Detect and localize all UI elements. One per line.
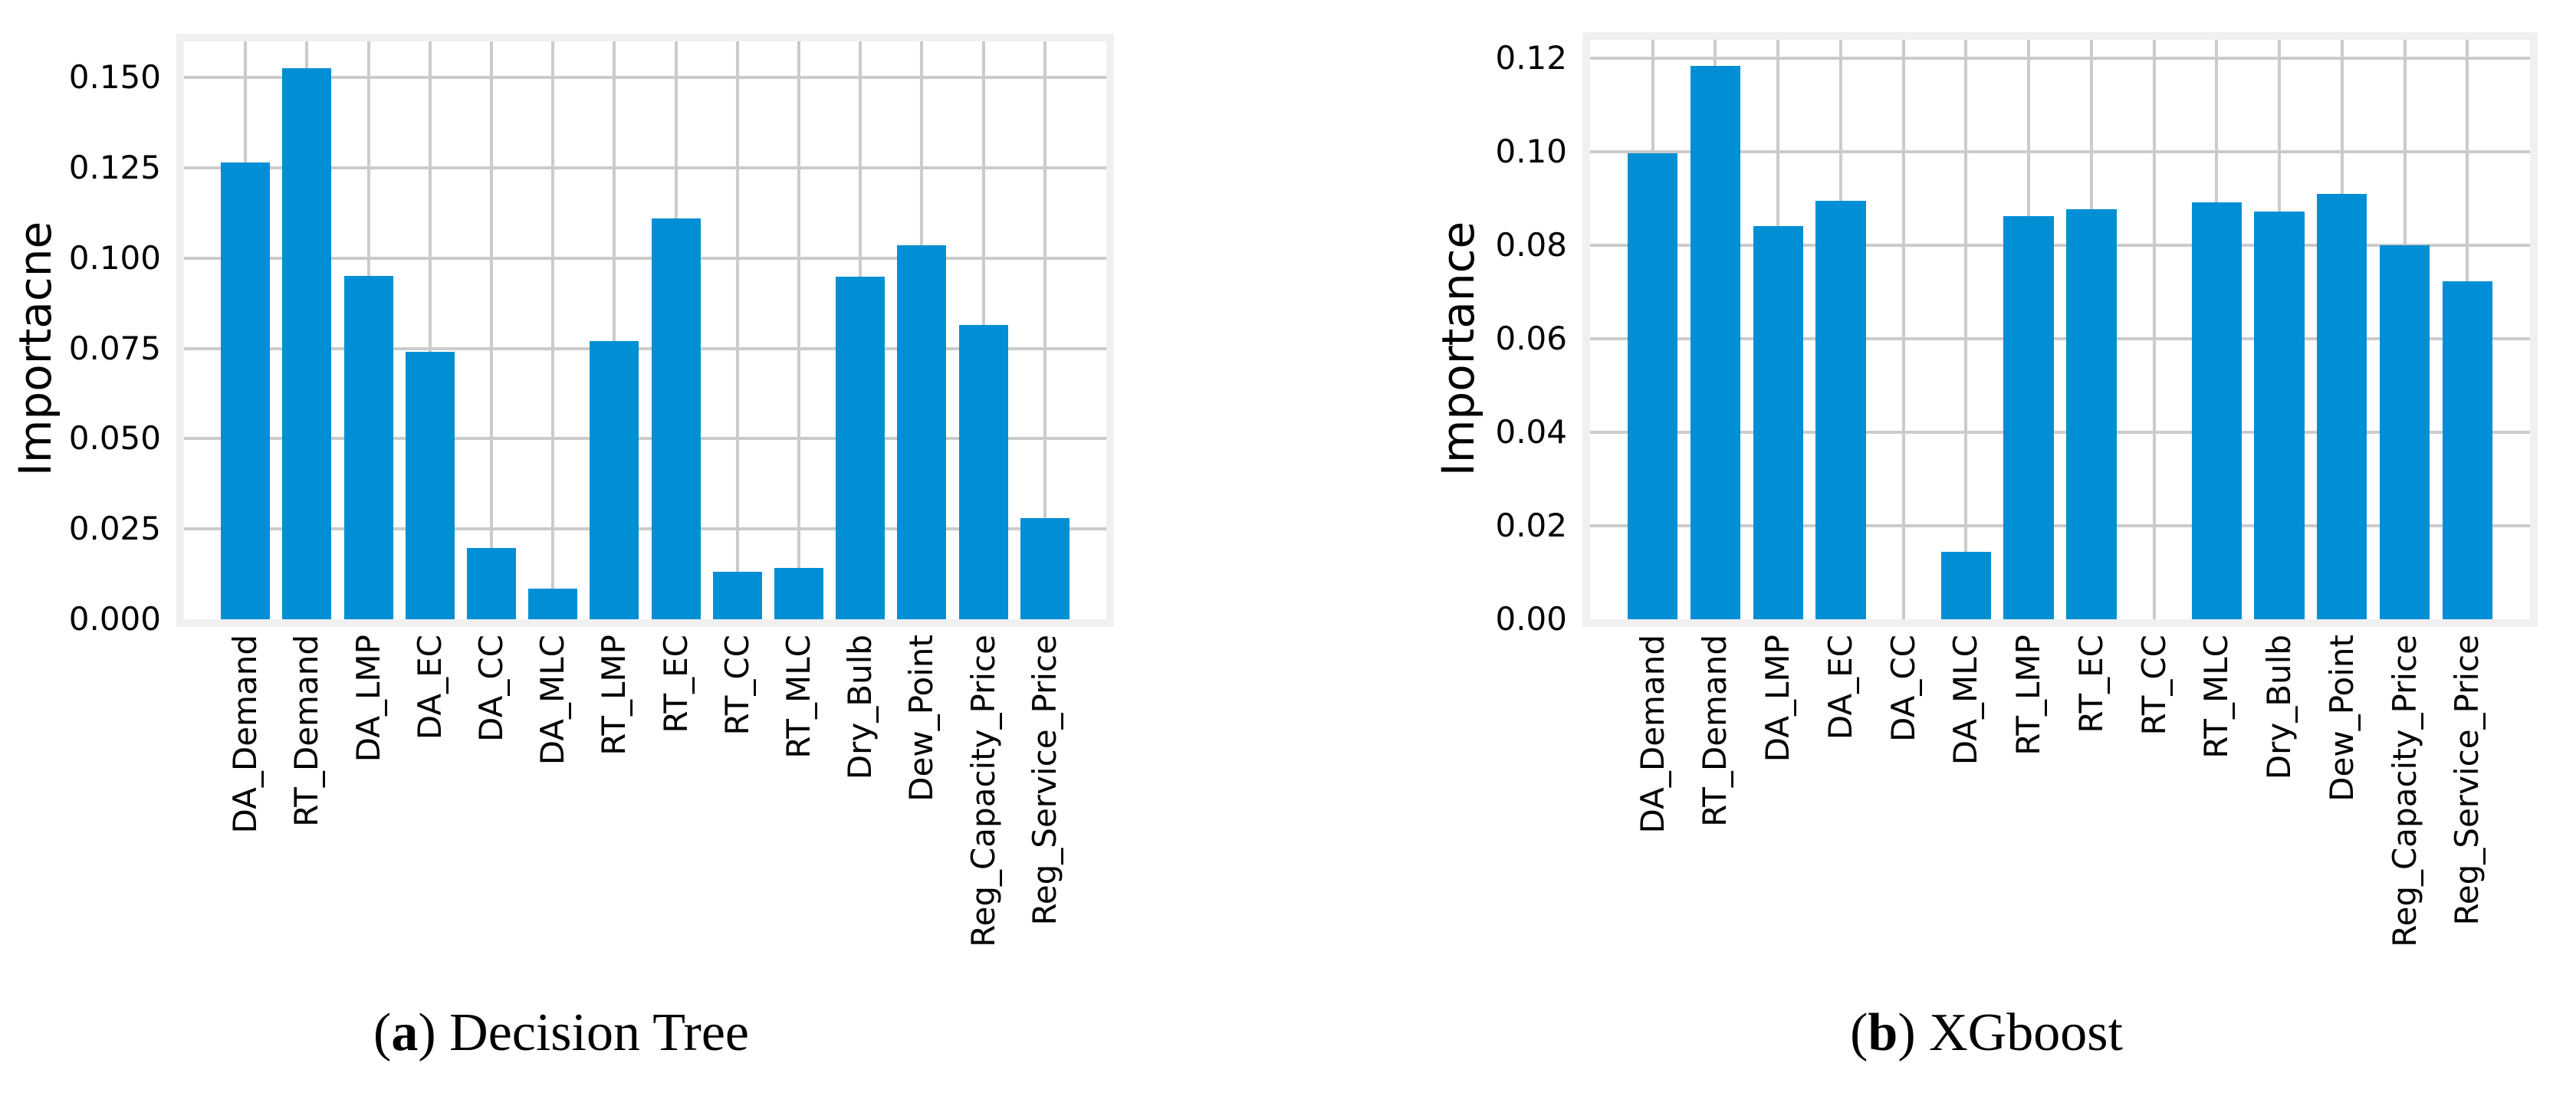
- horizontal-gridline: [184, 346, 1106, 350]
- chart-caption: (b) XGboost: [1850, 1006, 2123, 1060]
- x-tick-label: DA_Demand: [1633, 635, 1671, 834]
- bar-rt_ec: [2066, 209, 2117, 619]
- bar-da_cc: [466, 548, 517, 619]
- bar-rt_demand: [1690, 65, 1741, 619]
- bar-dry_bulb: [2254, 212, 2305, 619]
- plot-area: [1582, 32, 2538, 627]
- bar-da_ec: [405, 352, 455, 619]
- x-tick-label: DA_MLC: [1947, 635, 1985, 766]
- horizontal-gridline: [1590, 244, 2530, 248]
- vertical-gridline: [1043, 41, 1046, 619]
- bar-reg_capacity_price: [958, 324, 1008, 619]
- bar-rt_demand: [282, 68, 332, 619]
- caption-paren-open: (: [373, 1003, 392, 1062]
- caption-letter: a: [391, 1003, 419, 1062]
- bar-da_demand: [1628, 153, 1678, 619]
- x-tick-label: RT_MLC: [2197, 635, 2236, 759]
- x-tick-label: RT_EC: [2072, 635, 2110, 733]
- vertical-gridline: [490, 41, 493, 619]
- vertical-gridline: [797, 41, 800, 619]
- bar-da_lmp: [343, 276, 393, 619]
- horizontal-gridline: [1590, 337, 2530, 341]
- caption-text: ) XGboost: [1898, 1003, 2123, 1062]
- horizontal-gridline: [184, 76, 1106, 80]
- x-tick-label: Dry_Bulb: [2260, 635, 2298, 780]
- bar-reg_service_price: [2442, 281, 2492, 619]
- horizontal-gridline: [1590, 524, 2530, 528]
- y-tick-label: 0.04: [1495, 413, 1567, 451]
- plot-area: [176, 34, 1114, 627]
- bar-rt_mlc: [774, 567, 824, 619]
- horizontal-gridline: [1590, 431, 2530, 435]
- x-tick-label: DA_EC: [1821, 635, 1859, 740]
- bar-rt_lmp: [590, 341, 639, 619]
- horizontal-gridline: [184, 166, 1106, 169]
- vertical-gridline: [428, 41, 432, 619]
- bar-da_mlc: [528, 588, 578, 619]
- bar-reg_capacity_price: [2379, 244, 2430, 619]
- bar-rt_cc: [712, 571, 762, 619]
- caption-paren-open: (: [1850, 1003, 1868, 1062]
- bar-reg_service_price: [1020, 518, 1070, 619]
- y-tick-label: 0.100: [68, 238, 161, 277]
- y-tick-label: 0.06: [1495, 320, 1567, 358]
- y-tick-label: 0.08: [1495, 226, 1567, 264]
- vertical-gridline: [735, 41, 739, 619]
- x-tick-label: Reg_Capacity_Price: [2385, 635, 2423, 947]
- x-tick-label: RT_LMP: [2009, 635, 2048, 756]
- horizontal-gridline: [1590, 57, 2530, 61]
- y-tick-label: 0.075: [68, 329, 161, 367]
- bar-rt_ec: [651, 218, 701, 619]
- bar-da_lmp: [1753, 226, 1803, 619]
- bar-da_ec: [1815, 200, 1866, 619]
- x-tick-label: Dew_Point: [2322, 635, 2361, 802]
- y-tick-label: 0.150: [68, 58, 161, 97]
- bar-rt_mlc: [2191, 202, 2242, 619]
- x-tick-label: DA_CC: [1884, 635, 1922, 742]
- chart-caption: (a) Decision Tree: [373, 1006, 749, 1060]
- x-tick-label: RT_Demand: [1696, 635, 1734, 827]
- y-tick-label: 0.02: [1495, 507, 1567, 545]
- y-tick-label: 0.025: [68, 510, 161, 548]
- vertical-gridline: [1901, 40, 1905, 619]
- bar-dew_point: [2317, 194, 2367, 619]
- bar-da_mlc: [1940, 552, 1992, 619]
- vertical-gridline: [1964, 40, 1968, 619]
- bar-rt_lmp: [2003, 216, 2054, 619]
- y-tick-label: 0.12: [1495, 39, 1567, 77]
- y-tick-label: 0.125: [68, 148, 161, 186]
- caption-letter: b: [1868, 1003, 1898, 1062]
- bar-da_demand: [221, 162, 271, 619]
- x-tick-label: DA_LMP: [1759, 635, 1797, 763]
- y-tick-label: 0.10: [1495, 133, 1567, 171]
- horizontal-gridline: [1590, 150, 2530, 154]
- bar-dew_point: [897, 245, 947, 619]
- horizontal-gridline: [184, 437, 1106, 441]
- y-tick-label: 0.00: [1495, 600, 1567, 638]
- horizontal-gridline: [184, 527, 1106, 531]
- bar-dry_bulb: [836, 277, 886, 619]
- vertical-gridline: [613, 41, 616, 619]
- y-tick-label: 0.000: [68, 600, 161, 638]
- vertical-gridline: [2152, 40, 2156, 619]
- x-tick-label: RT_CC: [2134, 635, 2173, 736]
- x-tick-label: Reg_Service_Price: [2448, 635, 2486, 926]
- vertical-gridline: [551, 41, 555, 619]
- caption-text: ) Decision Tree: [418, 1003, 749, 1062]
- y-tick-label: 0.050: [68, 419, 161, 458]
- horizontal-gridline: [184, 256, 1106, 260]
